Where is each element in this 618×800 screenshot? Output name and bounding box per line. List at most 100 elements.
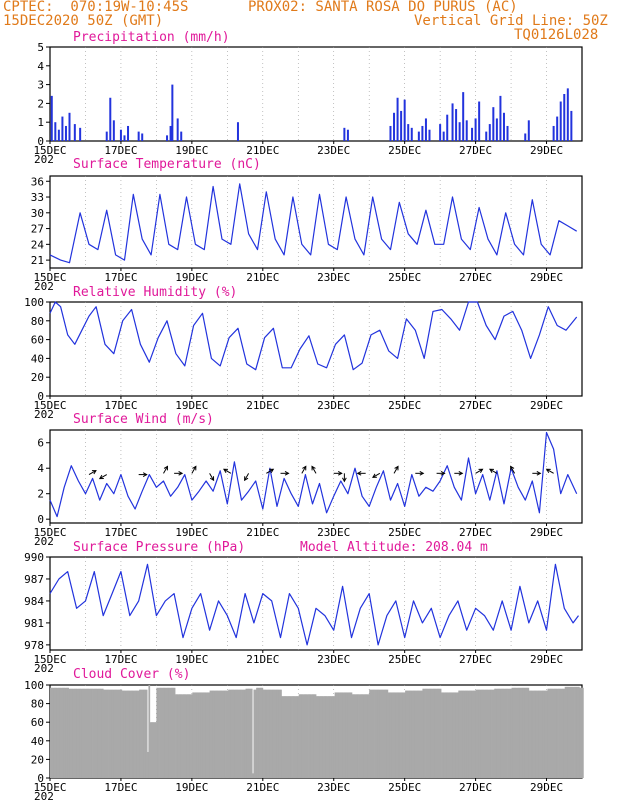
cloud-cover-bar (494, 688, 496, 778)
cloud-cover-bar (371, 689, 374, 778)
cloud-cover-bar (80, 688, 83, 778)
cloud-cover-bar (470, 690, 473, 778)
cloud-cover-bar (85, 688, 88, 778)
wind-arrow-head (302, 465, 307, 471)
precip-bar (563, 94, 566, 141)
cloud-cover-bar (292, 696, 294, 778)
cloud-cover-bar (382, 689, 385, 778)
cloud-cover-bar (253, 689, 256, 778)
precip-bar (343, 127, 346, 141)
precip-bar (410, 127, 413, 141)
cloud-cover-bar (185, 694, 188, 778)
cloud-cover-bar (161, 687, 164, 778)
cloud-cover-bar (304, 694, 306, 778)
x-tick-label: 15DEC (33, 271, 66, 284)
cloud-cover-bar (246, 688, 249, 778)
wind-arrow-head (209, 476, 215, 482)
precip-bar (417, 131, 420, 141)
cloud-cover-bar (143, 689, 145, 778)
cloud-cover-bar (507, 688, 510, 778)
cloud-cover-bar (266, 689, 269, 778)
precip-bar (79, 127, 82, 141)
cloud-cover-bar (116, 689, 119, 778)
cloud-cover-bar (220, 690, 222, 778)
cloud-cover-bar (93, 688, 96, 778)
cloud-cover-bar (79, 688, 81, 778)
cloud-cover-bar (236, 689, 238, 778)
cloud-cover-bar (55, 687, 58, 778)
cloud-cover-bar (397, 692, 399, 778)
x-tick-label: 19DEC (175, 526, 208, 539)
x-tick-label: 23DEC (317, 399, 350, 412)
precip-bar (396, 97, 399, 141)
cloud-cover-bar (237, 689, 240, 778)
cloud-cover-bar (163, 687, 165, 778)
precip-bar (50, 95, 53, 141)
wind-arrow-shaft (489, 468, 498, 474)
cloud-cover-bar (302, 694, 305, 778)
cloud-cover-bar (180, 694, 183, 778)
cloud-cover-bar (314, 694, 317, 778)
cloud-cover-bar (556, 688, 559, 778)
precip-bar (451, 103, 454, 141)
wind-arrow-head (163, 465, 169, 471)
cloud-cover-bar (212, 690, 214, 778)
x-tick-label: 29DEC (530, 144, 563, 157)
cloud-cover-bar (538, 690, 540, 778)
x-tick-label: 23DEC (317, 781, 350, 794)
cloud-cover-bar (198, 692, 201, 778)
wind-arrow-head (91, 470, 97, 475)
cloud-cover-bar (378, 689, 381, 778)
header-line1-left: CPTEC: 070:19W-10:45S (3, 0, 189, 15)
cloud-cover-bar (478, 689, 480, 778)
precip-bar (141, 133, 144, 141)
cloud-cover-bar (571, 686, 574, 778)
header-line1-right: PROX02: SANTA ROSA DO PURUS (AC) (248, 0, 518, 15)
precip-bar (474, 118, 477, 141)
cloud-cover-bar (574, 686, 576, 778)
cloud-cover-bar (230, 689, 233, 778)
precip-bar (109, 97, 112, 141)
cloud-cover-bar (189, 694, 192, 778)
cloud-cover-bar (441, 692, 443, 778)
wind-arrow-shaft (163, 466, 168, 474)
cloud-cover-bar (383, 689, 386, 778)
cloud-cover-bar (487, 689, 490, 778)
cloud-cover-bar (319, 696, 322, 778)
cloud-cover-bar (532, 690, 535, 778)
cloud-cover-bar (117, 689, 120, 778)
cloud-cover-bar (262, 689, 265, 778)
cloud-cover-bar (510, 688, 512, 778)
precip-bar (446, 114, 449, 141)
cloud-cover-bar (194, 692, 197, 778)
precip-bar (488, 124, 491, 141)
cloud-cover-bar (423, 688, 426, 778)
cloud-cover-bar (543, 690, 546, 778)
cloud-cover-bar (252, 773, 254, 778)
y-tick-label: 33 (31, 191, 44, 204)
cloud-cover-bar (554, 688, 556, 778)
cloud-cover-bar (60, 687, 63, 778)
cloud-cover-bar (403, 692, 406, 778)
cloud-cover-bar (350, 692, 353, 778)
cloud-cover-bar (450, 692, 453, 778)
cloud-cover-bar (576, 686, 579, 778)
cloud-cover-bar (274, 689, 277, 778)
cloud-cover-bar (508, 688, 511, 778)
cloud-cover-bar (555, 688, 558, 778)
wind-arrow-shaft (546, 468, 554, 474)
cloud-cover-bar (52, 687, 55, 778)
y-tick-label: 36 (31, 175, 44, 188)
cloud-cover-bar (160, 687, 163, 778)
precip-bar (524, 133, 527, 141)
cloud-cover-bar (540, 690, 543, 778)
precip-bar (105, 131, 108, 141)
wind-arrow-head (269, 468, 275, 473)
cloud-cover-bar (373, 689, 375, 778)
cloud-cover-bar (59, 687, 62, 778)
cloud-cover-bar (245, 688, 248, 778)
y-tick-label: 987 (24, 573, 44, 586)
cloud-cover-bar (224, 690, 226, 778)
cloud-cover-bar (480, 689, 483, 778)
cloud-cover-bar (242, 689, 245, 778)
